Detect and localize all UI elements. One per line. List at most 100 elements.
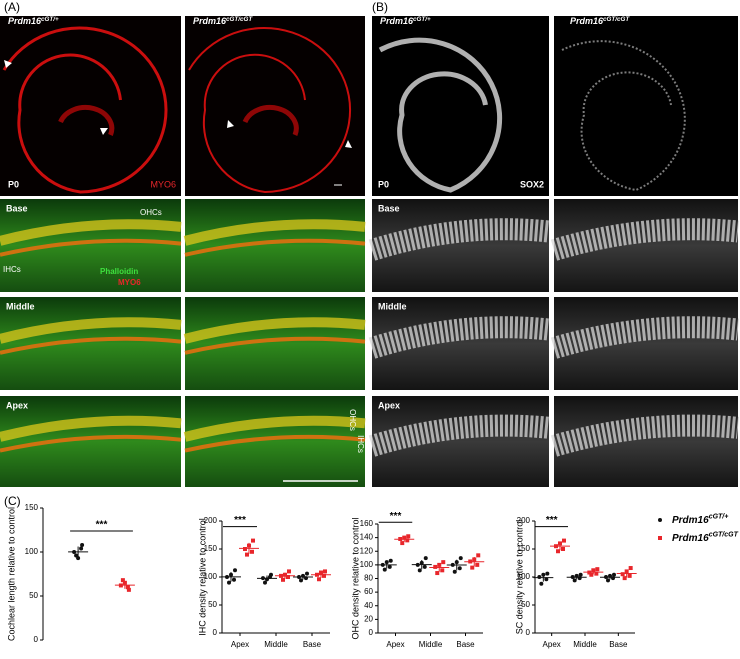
arrowhead: [345, 140, 352, 148]
x-tick-label: Base: [303, 640, 322, 649]
significance-label: ***: [390, 511, 402, 522]
y-tick-label: 150: [517, 544, 531, 553]
y-tick-label: 200: [517, 516, 531, 525]
data-point: [72, 550, 77, 554]
data-point: [286, 575, 290, 579]
legend-label: Prdm16cGT/+: [672, 513, 728, 525]
row-label: Apex: [378, 400, 400, 410]
data-point: [624, 569, 629, 574]
image-panel: [372, 297, 549, 390]
arrowhead: [4, 60, 12, 68]
x-tick-label: Base: [456, 640, 475, 649]
y-tick-label: 200: [204, 516, 218, 525]
data-point: [227, 580, 231, 585]
panel-label: (A): [4, 0, 20, 14]
hair-cell-band: [0, 317, 182, 344]
data-point: [297, 575, 301, 579]
data-point: [232, 577, 236, 582]
data-point: [380, 562, 385, 567]
y-tick-label: 20: [364, 614, 373, 623]
data-point: [384, 560, 389, 565]
image-panel: [185, 396, 365, 487]
genotype-base: Prdm16: [570, 16, 604, 26]
data-point: [388, 558, 393, 563]
data-point: [437, 562, 442, 567]
data-point: [556, 549, 560, 554]
cochlea-spiral: [188, 27, 351, 194]
data-point: [299, 578, 303, 583]
genotype-sup: cGT/+: [413, 16, 431, 23]
genotype-base: Prdm16: [672, 533, 709, 544]
arrowhead: [227, 120, 234, 128]
data-point: [283, 572, 287, 577]
hair-cell-band: [184, 238, 366, 257]
data-point: [323, 569, 327, 574]
data-point: [545, 571, 550, 576]
nuclei-band: [368, 414, 551, 457]
data-point: [122, 580, 127, 585]
data-point: [620, 572, 625, 577]
x-tick-label: Base: [609, 640, 628, 649]
data-point: [126, 587, 131, 592]
image-panel: [0, 396, 181, 487]
data-point: [247, 543, 251, 548]
y-tick-label: 150: [25, 503, 39, 512]
data-point: [245, 552, 249, 557]
data-point: [594, 571, 599, 576]
nuclei-band: [550, 414, 740, 457]
genotype-sup: cGT/+: [709, 513, 729, 520]
arrowhead: [100, 128, 108, 135]
x-tick-label: Middle: [264, 640, 288, 649]
data-point: [572, 578, 577, 583]
data-point: [387, 564, 392, 569]
y-tick-label: 140: [360, 533, 374, 542]
cochlea-spiral: [242, 104, 299, 136]
data-point: [458, 556, 463, 561]
data-point: [233, 568, 237, 573]
genotype-sup: cGT/cGT: [226, 16, 253, 23]
data-point: [457, 566, 462, 571]
hair-cell-band: [0, 415, 182, 442]
data-point: [251, 538, 255, 543]
genotype-sup: cGT/+: [41, 16, 59, 23]
image-panel: [0, 199, 181, 292]
panel-label: (C): [4, 494, 21, 508]
data-point: [554, 544, 558, 549]
data-point: [452, 569, 457, 574]
genotype-label: Prdm16cGT/cGT: [570, 16, 630, 27]
y-tick-label: 100: [360, 560, 374, 569]
data-point: [558, 541, 562, 546]
cell-label: OHCs: [140, 208, 162, 217]
image-panel: [554, 16, 738, 196]
hair-cell-band: [0, 238, 182, 257]
legend-label: Prdm16cGT/cGT: [672, 531, 739, 543]
data-point: [537, 575, 542, 579]
data-point: [225, 575, 229, 579]
hair-cell-band: [183, 219, 366, 246]
data-point: [440, 568, 445, 573]
y-tick-label: 100: [204, 572, 218, 581]
cell-label: OHCs: [348, 409, 357, 431]
data-point: [304, 576, 308, 581]
row-label: Middle: [378, 301, 407, 311]
significance-label: ***: [234, 515, 246, 526]
image-panel: [0, 297, 181, 390]
genotype-base: Prdm16: [672, 515, 709, 526]
data-point: [265, 577, 269, 582]
y-tick-label: 60: [364, 587, 373, 596]
y-tick-label: 50: [521, 600, 530, 609]
cochlea-spiral: [378, 37, 503, 193]
data-point: [268, 575, 272, 579]
data-point: [398, 536, 403, 541]
data-point: [591, 568, 596, 573]
data-point: [470, 565, 475, 570]
row-label: Apex: [6, 400, 28, 410]
genotype-base: Prdm16: [193, 16, 227, 26]
legend-marker: [658, 518, 662, 522]
x-tick-label: Middle: [419, 640, 443, 649]
x-tick-label: Apex: [543, 640, 561, 649]
data-point: [475, 562, 480, 567]
data-point: [80, 542, 85, 547]
data-point: [118, 583, 123, 588]
row-label: Middle: [6, 301, 35, 311]
